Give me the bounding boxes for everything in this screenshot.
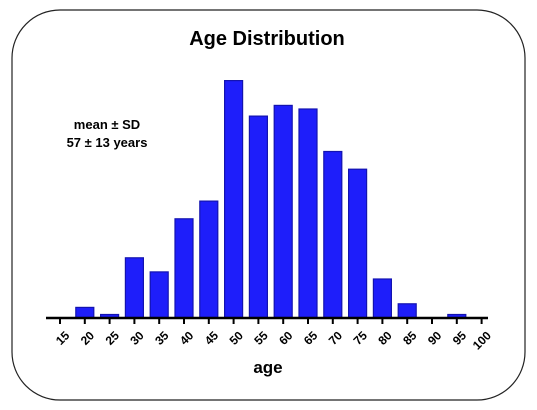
bar-30 [124,257,145,319]
annotation-line-2: 57 ± 13 years [67,135,148,150]
bar-45 [199,200,219,319]
bar-55 [248,115,268,319]
bar-60 [273,104,293,319]
chart-title: Age Distribution [189,28,345,50]
bar-65 [298,108,318,319]
x-tick-labels-group: 15 20 25 30 35 40 45 50 55 60 65 70 75 80 85 90 95 100 [53,328,494,352]
x-ticks-group [59,318,483,324]
annotation-line-1: mean ± SD [74,117,140,132]
bar-35 [149,271,169,319]
bar-80 [372,278,392,319]
bar-20 [75,306,95,319]
bar-75 [348,168,368,319]
x-axis-label: age [253,358,282,377]
bar-70 [323,150,343,319]
bar-50 [224,79,244,319]
bar-40 [174,218,194,319]
bar-85 [397,303,417,319]
bars-group [75,79,467,319]
